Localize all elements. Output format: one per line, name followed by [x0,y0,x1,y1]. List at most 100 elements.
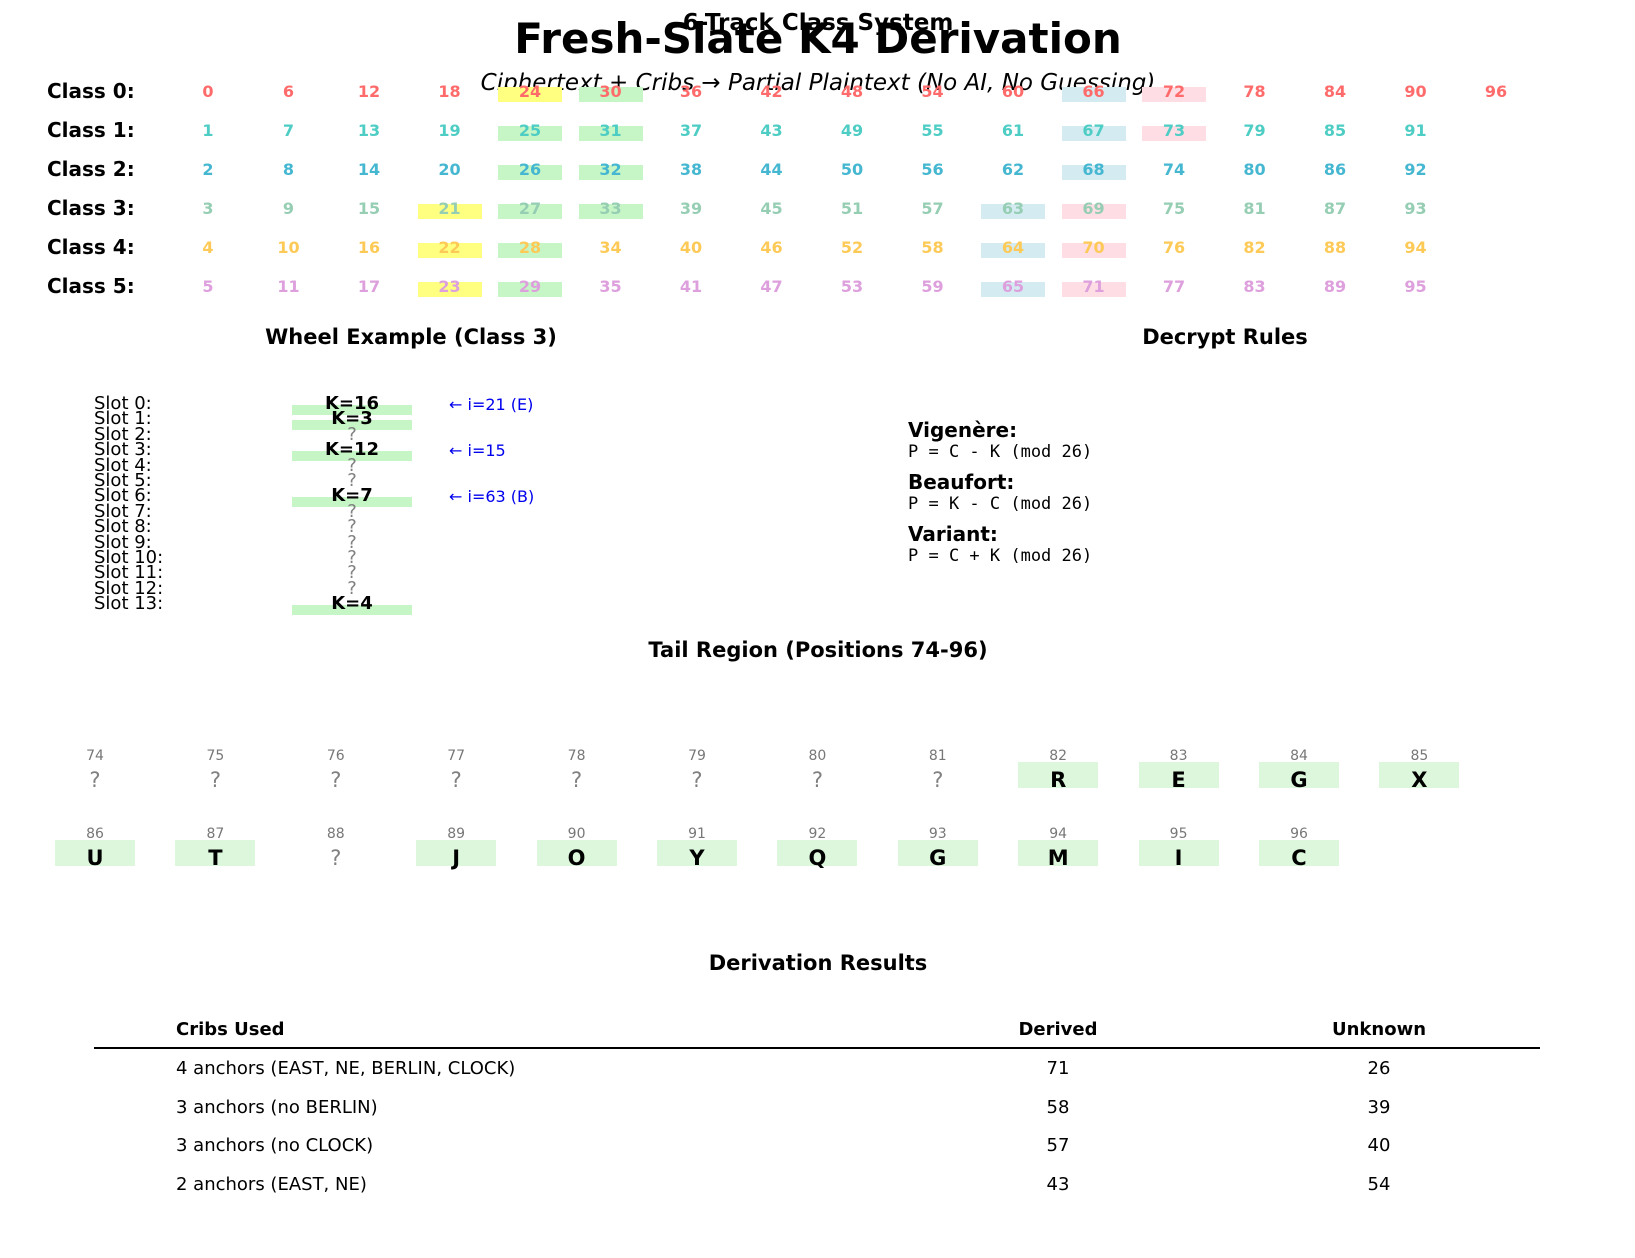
tail-position-index: 82 [1049,748,1068,764]
class-number: 83 [1243,277,1266,296]
tail-position-index: 89 [447,826,466,842]
wheel-slot-label: Slot 8: [94,516,152,538]
table-cell-cribs: 4 anchors (EAST, NE, BERLIN, CLOCK) [176,1058,516,1079]
class-number: 73 [1162,121,1186,140]
wheel-slot-value: ? [347,454,357,476]
class-number: 44 [760,160,783,179]
cell-highlight [1142,126,1206,141]
class-number: 71 [1082,277,1105,296]
cipher-rule-formula: P = K - C (mod 26) [908,494,1093,514]
tail-region-title: Tail Region (Positions 74-96) [648,638,988,662]
tail-character: Q [808,846,827,870]
wheel-slot-value: K=12 [324,439,380,461]
tail-known-cell [1259,762,1339,788]
wheel-slot-label: Slot 2: [94,423,152,445]
class-number: 11 [277,277,300,296]
class-number: 52 [840,238,864,257]
tail-known-cell [175,840,256,866]
tail-position-index: 79 [688,748,706,764]
class-number: 45 [760,199,783,218]
tail-character: ? [89,768,101,792]
wheel-slot-label: Slot 5: [94,470,152,491]
class-number: 37 [679,121,703,140]
table-cell-cribs: 2 anchors (EAST, NE) [176,1173,367,1195]
class-number: 78 [1243,82,1266,101]
tail-character: I [1174,846,1183,870]
wheel-slot-value: ? [347,531,357,553]
class-number: 54 [921,82,944,101]
class-number: 10 [277,238,300,257]
class-number: 21 [438,199,461,218]
class-number: 3 [202,199,214,218]
class-number: 79 [1243,121,1266,140]
wheel-slot-value: ? [347,577,357,599]
class-number: 56 [921,160,944,179]
class-number: 76 [1162,238,1186,257]
cell-highlight [1061,282,1126,297]
tail-character: G [929,846,947,870]
wheel-slot-annotation: ← i=21 (E) [449,395,534,414]
class-number: 31 [599,121,622,140]
tail-known-cell [777,840,858,866]
tail-character: O [567,846,586,870]
table-cell-derived: 71 [1046,1058,1070,1079]
cipher-rule-formula: P = C + K (mod 26) [908,546,1093,566]
class-number: 62 [1001,160,1025,179]
wheel-slot-value: ? [347,516,357,538]
class-number: 93 [1404,199,1427,218]
wheel-slot-label: Slot 9: [94,531,152,553]
class-number: 57 [921,199,944,218]
class-number: 20 [438,160,461,179]
cell-highlight [498,87,562,102]
class-number: 29 [518,277,542,296]
tail-character: ? [330,846,342,870]
tail-position-index: 95 [1169,826,1188,842]
cipher-rule-name: Variant: [908,522,998,546]
tail-character: J [452,846,461,870]
class-number: 87 [1323,199,1347,218]
decrypt-rules-title: Decrypt Rules [1142,325,1308,349]
tail-position-index: 75 [206,748,225,764]
wheel-slot-bar [292,405,412,415]
class-row-label: Class 4: [47,235,135,259]
class-number: 82 [1243,238,1266,257]
cell-highlight [417,243,482,258]
cell-highlight [981,282,1045,297]
tail-character: U [86,846,104,870]
wheel-slot-label: Slot 12: [94,577,164,599]
results-title: Derivation Results [708,951,928,975]
class-number: 50 [840,160,864,179]
class-number: 1 [202,121,214,140]
class-number: 27 [518,199,542,218]
table-cell-unknown: 39 [1367,1096,1391,1118]
cell-highlight [1061,165,1126,180]
class-number: 12 [357,82,381,101]
tail-position-index: 84 [1290,748,1308,764]
tail-known-cell [897,840,978,866]
class-number: 74 [1162,160,1186,179]
wheel-slot-label: Slot 10: [94,547,164,568]
class-number: 6 [282,82,295,101]
wheel-slot-annotation: ← i=63 (B) [449,487,535,507]
class-number: 47 [760,277,783,296]
class-number: 69 [1082,199,1105,218]
class-number: 14 [357,160,381,179]
cell-highlight [498,282,562,297]
table-cell-unknown: 54 [1367,1173,1391,1195]
cell-highlight [578,126,643,141]
class-number: 92 [1404,160,1427,179]
cell-highlight [578,165,643,180]
cell-highlight [498,126,562,141]
class-number: 81 [1243,199,1266,218]
class-number: 75 [1162,199,1186,218]
wheel-slot-value: ? [347,562,357,584]
wheel-slot-bar [292,451,412,462]
class-number: 33 [599,199,622,218]
class-number: 58 [921,238,944,257]
table-cell-cribs: 3 anchors (no CLOCK) [176,1135,374,1156]
class-number: 60 [1001,82,1025,101]
tail-known-cell [1379,762,1460,788]
wheel-slot-label: Slot 6: [94,485,152,507]
tail-character: ? [811,768,823,792]
wheel-slot-label: Slot 1: [94,408,152,430]
